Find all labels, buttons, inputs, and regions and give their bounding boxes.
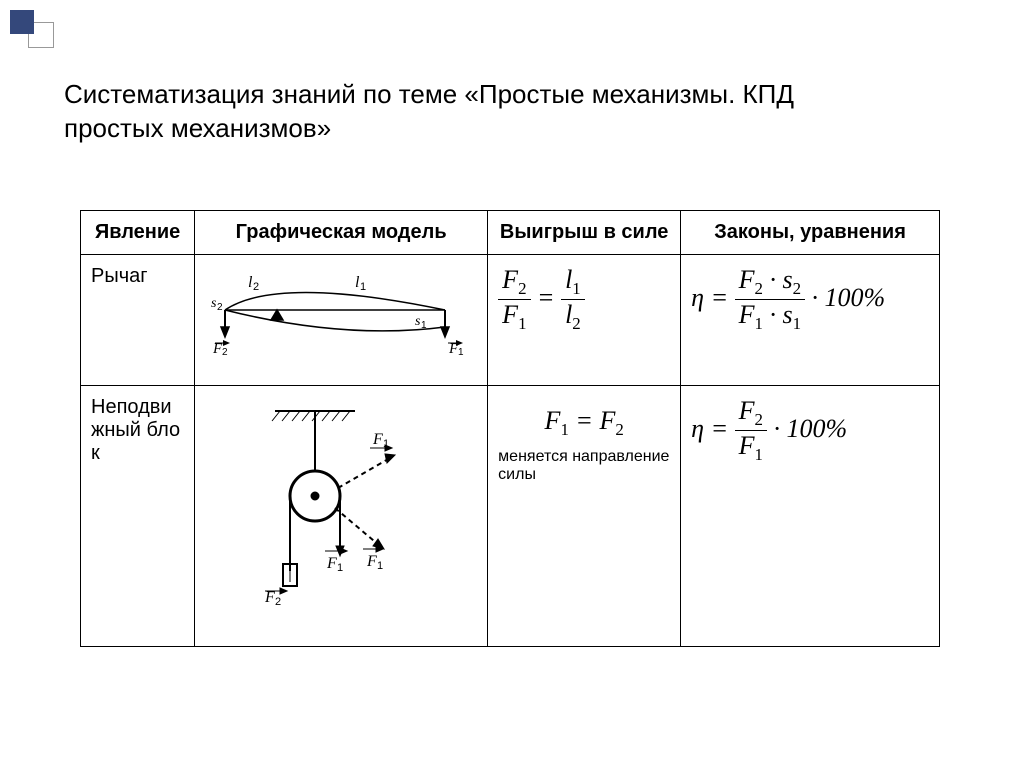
svg-text:1: 1 bbox=[360, 281, 366, 293]
svg-text:F: F bbox=[372, 431, 383, 448]
lever-diagram-cell: l2 l1 s2 s1 F2 F1 bbox=[195, 255, 488, 386]
percent-suffix: · 100% bbox=[812, 283, 886, 312]
lever-diagram: l2 l1 s2 s1 F2 F1 bbox=[205, 265, 465, 355]
svg-text:F: F bbox=[366, 553, 377, 570]
lever-law: η = F2 · s2F1 · s1 · 100% bbox=[681, 255, 940, 386]
svg-text:2: 2 bbox=[222, 347, 228, 355]
pulley-advantage: F1 = F2 меняется направление силы bbox=[488, 386, 681, 647]
svg-text:1: 1 bbox=[383, 438, 389, 450]
table-row: Рычаг l2 l1 s2 s1 F2 bbox=[81, 255, 940, 386]
table-row: Неподвижный блок bbox=[81, 386, 940, 647]
lever-advantage: F2F1 = l1l2 bbox=[488, 255, 681, 386]
row-name: Рычаг bbox=[81, 255, 195, 386]
svg-text:1: 1 bbox=[421, 320, 427, 331]
svg-text:1: 1 bbox=[337, 562, 343, 574]
percent-suffix: · 100% bbox=[773, 414, 847, 443]
eta-symbol: η bbox=[691, 283, 704, 312]
header-advantage: Выигрыш в силе bbox=[488, 211, 681, 255]
header-laws: Законы, уравнения bbox=[681, 211, 940, 255]
svg-text:1: 1 bbox=[458, 347, 464, 355]
direction-note: меняется направление силы bbox=[498, 448, 670, 484]
pulley-law: η = F2F1 · 100% bbox=[681, 386, 940, 647]
pulley-diagram-cell: F2 F1 F1 F1 bbox=[195, 386, 488, 647]
svg-text:F: F bbox=[264, 589, 275, 606]
eta-symbol: η bbox=[691, 414, 704, 443]
svg-text:2: 2 bbox=[253, 281, 259, 293]
svg-text:2: 2 bbox=[217, 302, 223, 313]
svg-text:1: 1 bbox=[377, 560, 383, 572]
pulley-diagram: F2 F1 F1 F1 bbox=[205, 396, 425, 606]
mechanisms-table: Явление Графическая модель Выигрыш в сил… bbox=[80, 210, 940, 647]
svg-text:F: F bbox=[326, 555, 337, 572]
table-header-row: Явление Графическая модель Выигрыш в сил… bbox=[81, 211, 940, 255]
header-model: Графическая модель bbox=[195, 211, 488, 255]
equals-sign: = bbox=[537, 283, 555, 312]
header-phenomenon: Явление bbox=[81, 211, 195, 255]
page-title: Систематизация знаний по теме «Простые м… bbox=[64, 78, 824, 146]
svg-text:2: 2 bbox=[275, 596, 281, 606]
row-name: Неподвижный блок bbox=[81, 386, 195, 647]
